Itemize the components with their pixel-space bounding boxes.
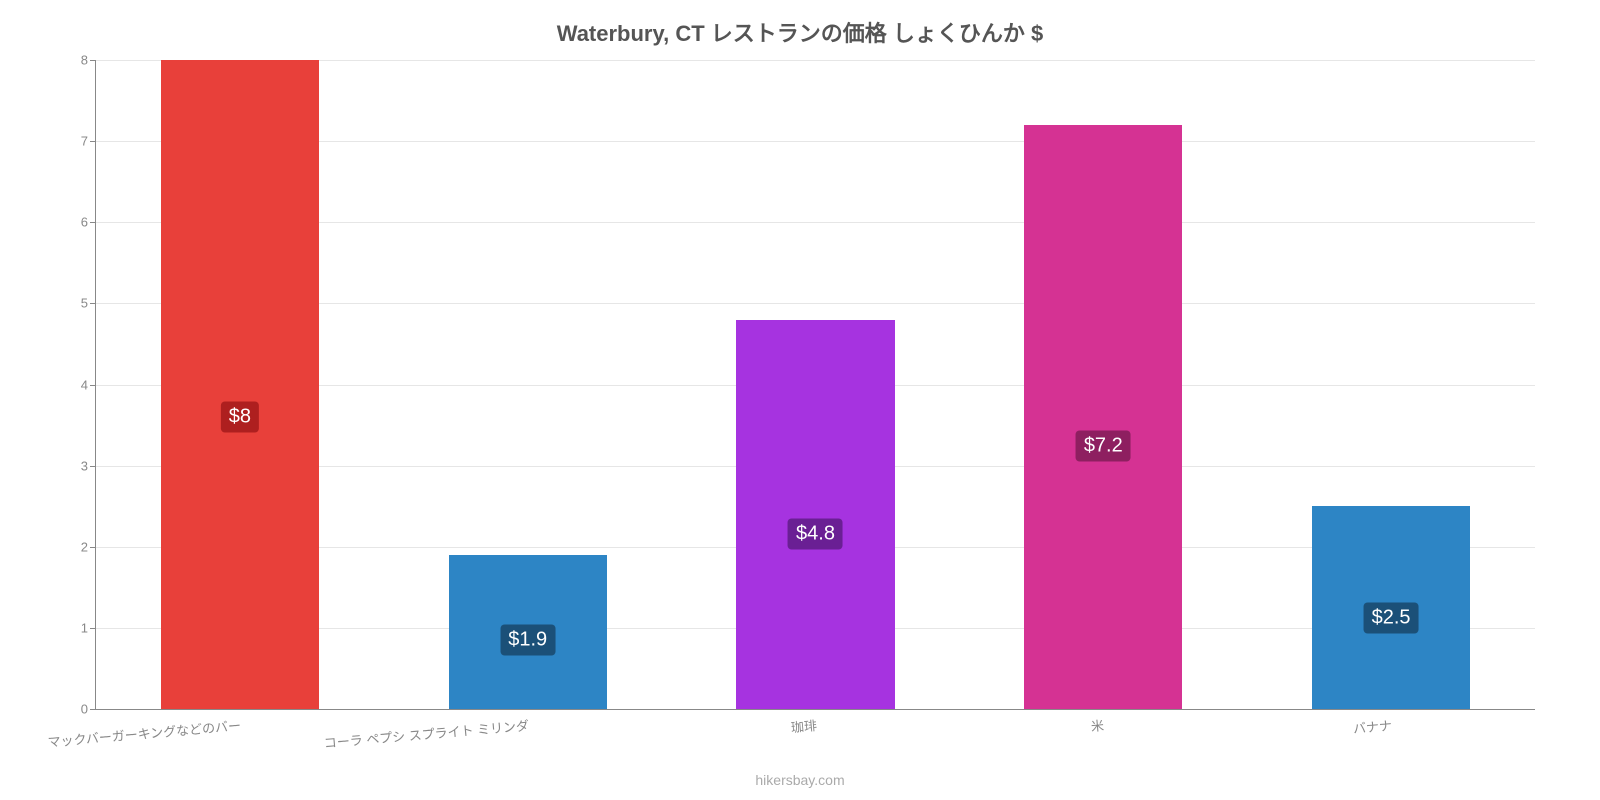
y-tick	[90, 303, 96, 304]
y-tick-label: 3	[62, 458, 88, 473]
bar: $8	[161, 60, 319, 709]
plot-area: 012345678$8マックバーガーキングなどのバー$1.9コーラ ペプシ スプ…	[95, 60, 1535, 710]
y-tick-label: 0	[62, 702, 88, 717]
value-badge: $7.2	[1076, 431, 1131, 462]
y-tick	[90, 628, 96, 629]
y-tick-label: 8	[62, 53, 88, 68]
x-tick-label: 珈琲	[790, 715, 818, 736]
chart-source: hikersbay.com	[0, 772, 1600, 788]
y-tick-label: 5	[62, 296, 88, 311]
y-tick-label: 2	[62, 539, 88, 554]
value-badge: $1.9	[500, 624, 555, 655]
bar: $1.9	[449, 555, 607, 709]
y-tick	[90, 60, 96, 61]
x-tick-label: マックバーガーキングなどのバー	[47, 715, 242, 751]
x-tick-label: バナナ	[1352, 715, 1393, 737]
bar: $7.2	[1024, 125, 1182, 709]
chart-title: Waterbury, CT レストランの価格 しょくひんか $	[0, 0, 1600, 48]
value-badge: $8	[221, 401, 259, 432]
y-tick-label: 1	[62, 620, 88, 635]
y-tick-label: 4	[62, 377, 88, 392]
y-tick	[90, 385, 96, 386]
value-badge: $4.8	[788, 518, 843, 549]
y-tick	[90, 466, 96, 467]
y-tick	[90, 141, 96, 142]
x-tick-label: コーラ ペプシ スプライト ミリンダ	[323, 715, 530, 752]
value-badge: $2.5	[1364, 602, 1419, 633]
bar: $2.5	[1312, 506, 1470, 709]
y-tick	[90, 547, 96, 548]
y-tick-label: 7	[62, 134, 88, 149]
chart-container: Waterbury, CT レストランの価格 しょくひんか $ 01234567…	[0, 0, 1600, 800]
bar: $4.8	[736, 320, 894, 709]
y-tick	[90, 709, 96, 710]
y-tick	[90, 222, 96, 223]
x-tick-label: 米	[1090, 715, 1105, 735]
y-tick-label: 6	[62, 215, 88, 230]
